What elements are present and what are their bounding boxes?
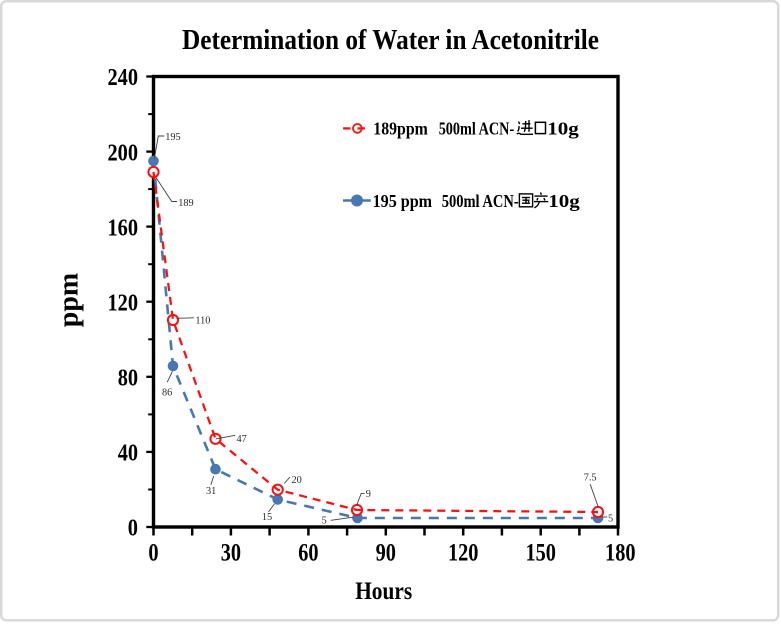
svg-text:200: 200	[108, 140, 139, 166]
svg-text:47: 47	[237, 434, 247, 445]
svg-text:500ml ACN-: 500ml ACN-	[439, 119, 515, 139]
svg-text:90: 90	[376, 540, 396, 567]
svg-text:160: 160	[108, 215, 139, 241]
svg-text:86: 86	[162, 388, 172, 399]
svg-text:60: 60	[298, 540, 318, 567]
svg-text:7.5: 7.5	[584, 472, 597, 483]
svg-text:195 ppm: 195 ppm	[373, 191, 433, 211]
svg-text:240: 240	[108, 65, 139, 91]
svg-text:500ml ACN-: 500ml ACN-	[442, 191, 519, 211]
svg-text:10g: 10g	[548, 191, 580, 211]
svg-text:5: 5	[322, 515, 327, 526]
svg-text:189ppm: 189ppm	[373, 119, 428, 139]
svg-text:Determination of Water in Acet: Determination of Water in Acetonitrile	[182, 25, 599, 56]
svg-text:20: 20	[292, 475, 302, 486]
svg-text:189: 189	[178, 198, 193, 209]
svg-text:5: 5	[608, 513, 613, 524]
svg-text:40: 40	[118, 441, 138, 467]
svg-text:0: 0	[148, 540, 158, 567]
svg-text:150: 150	[525, 540, 556, 567]
svg-text:9: 9	[366, 489, 371, 500]
svg-text:80: 80	[118, 366, 138, 392]
svg-text:120: 120	[108, 290, 139, 316]
svg-text:15: 15	[262, 512, 272, 523]
svg-text:ppm: ppm	[53, 273, 84, 327]
svg-text:120: 120	[448, 540, 479, 567]
svg-text:31: 31	[206, 486, 216, 497]
svg-text:110: 110	[195, 316, 210, 327]
svg-text:180: 180	[605, 540, 636, 567]
svg-text:0: 0	[128, 516, 138, 542]
svg-text:10g: 10g	[547, 119, 579, 139]
svg-text:195: 195	[165, 132, 180, 143]
svg-text:30: 30	[221, 540, 241, 567]
svg-text:Hours: Hours	[355, 578, 412, 605]
